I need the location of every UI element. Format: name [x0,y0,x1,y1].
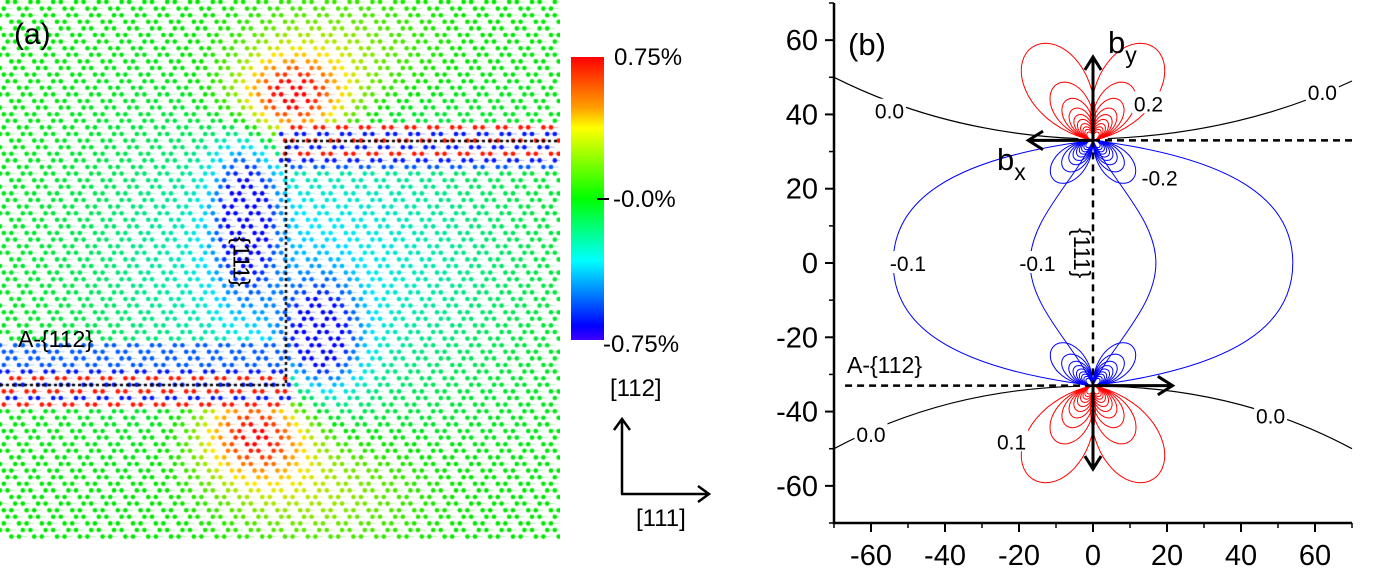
contour-label: 0.0 [856,424,885,447]
contour-line-neg [1092,139,1110,158]
contour-line-neg [1068,139,1094,166]
x-tick-label: 40 [1225,540,1257,570]
contour-label: 0.0 [1308,82,1337,105]
burgers-bx-arrow-icon [1025,129,1093,151]
contour-label-bg [1132,91,1165,114]
contour-line-pos [1090,384,1166,484]
burgers-bx-label: bx [997,142,1026,185]
arrow-111-icon [621,484,712,504]
y-tick-label: 0 [802,248,818,280]
burgers-by-label: by [1108,25,1137,68]
contour-line-neg [1092,360,1118,387]
plane-112-label: A-{112} [847,352,922,378]
contour-line-zero [1107,385,1353,450]
contour-line-neg [1061,353,1094,387]
contour-line-neg [1092,368,1110,387]
contour-label-bg [1254,403,1288,426]
contour-line-neg [1092,353,1125,387]
contour-line-neg [1092,139,1114,161]
atomic-strain-map [0,0,560,540]
contour-line-neg [1092,139,1118,166]
contour-line-pos [1049,384,1095,445]
burgers-right-arrow-icon [1093,375,1176,397]
contour-line-neg [1092,139,1294,387]
contour-line-neg [1092,342,1137,387]
contour-line-pos [1091,384,1137,445]
crystal-axis-112-label: [112] [610,375,662,402]
contour-label-bg [1015,251,1060,273]
contour-line-neg [1092,365,1114,387]
contour-label-bg [995,429,1029,452]
x-tick-label: 20 [1151,540,1183,570]
contour-label: -0.1 [1019,253,1055,276]
y-tick-label: -20 [776,322,818,354]
contour-label-bg [1305,80,1339,103]
contour-label-bg [886,251,930,273]
colorbar-min-label: -0.75% [603,331,680,358]
contour-line-neg [1092,139,1125,173]
y-tick-label: -40 [776,397,818,429]
x-tick-label: 60 [1299,540,1331,570]
contour-label-bg [854,421,888,444]
contour-line-pos [1091,81,1137,142]
contour-line-neg [1076,368,1094,387]
colorbar-mid-label: -0.0% [613,186,676,213]
burgers-down-arrow-icon [1083,385,1103,472]
x-tick-label: -60 [850,540,892,570]
contour-line-pos [1090,42,1166,142]
contour-line-neg [1072,139,1094,161]
contour-label-bg [873,98,906,121]
contour-line-pos [1020,42,1096,142]
contour-line-neg [1092,139,1105,153]
y-tick-label: 40 [786,99,818,131]
contour-label: 0.2 [1134,93,1163,116]
contour-line-neg [1076,139,1094,158]
contour-label: 0.0 [875,101,904,124]
contour-line-pos [1049,81,1095,142]
boundary-112-label: A-{112} [18,326,94,352]
y-tick-label: -60 [776,471,818,503]
crystal-axes-arrows [612,416,712,504]
contour-label-bg [1137,165,1182,188]
crystal-axis-111-label: [111] [636,505,686,532]
plane-111-label: {111} [1069,228,1095,279]
contour-line-neg [1068,360,1094,387]
y-tick-label: 20 [786,174,818,206]
contour-line-neg [1072,365,1094,387]
contour-line-pos [1020,384,1096,484]
colorbar-mid-tick [597,198,609,200]
x-tick-label: -40 [924,540,966,570]
burgers-by-arrow-icon [1083,54,1103,141]
panel-b-label: (b) [848,27,886,62]
contour-line-neg [1049,342,1094,387]
x-tick-label: 0 [1085,540,1101,570]
x-tick-label: -20 [998,540,1040,570]
contour-line-neg [1092,373,1105,387]
contour-label: 0.0 [1256,405,1285,428]
contour-line-neg [1092,140,1157,386]
colorbar-max-label: 0.75% [614,44,683,71]
contour-label: -0.2 [1142,168,1178,191]
panel-a-label: (a) [14,18,51,51]
contour-line-neg [1081,373,1094,387]
contour-line-zero [833,76,1079,140]
arrow-112-icon [612,416,632,494]
contour-label: 0.1 [997,431,1026,454]
contour-line-neg [1061,139,1094,173]
contour-line-neg [1049,139,1094,184]
y-tick-label: 60 [786,25,818,57]
contour-line-neg [1081,139,1094,153]
contour-label: -0.1 [890,253,926,276]
contour-line-neg [1092,139,1137,184]
